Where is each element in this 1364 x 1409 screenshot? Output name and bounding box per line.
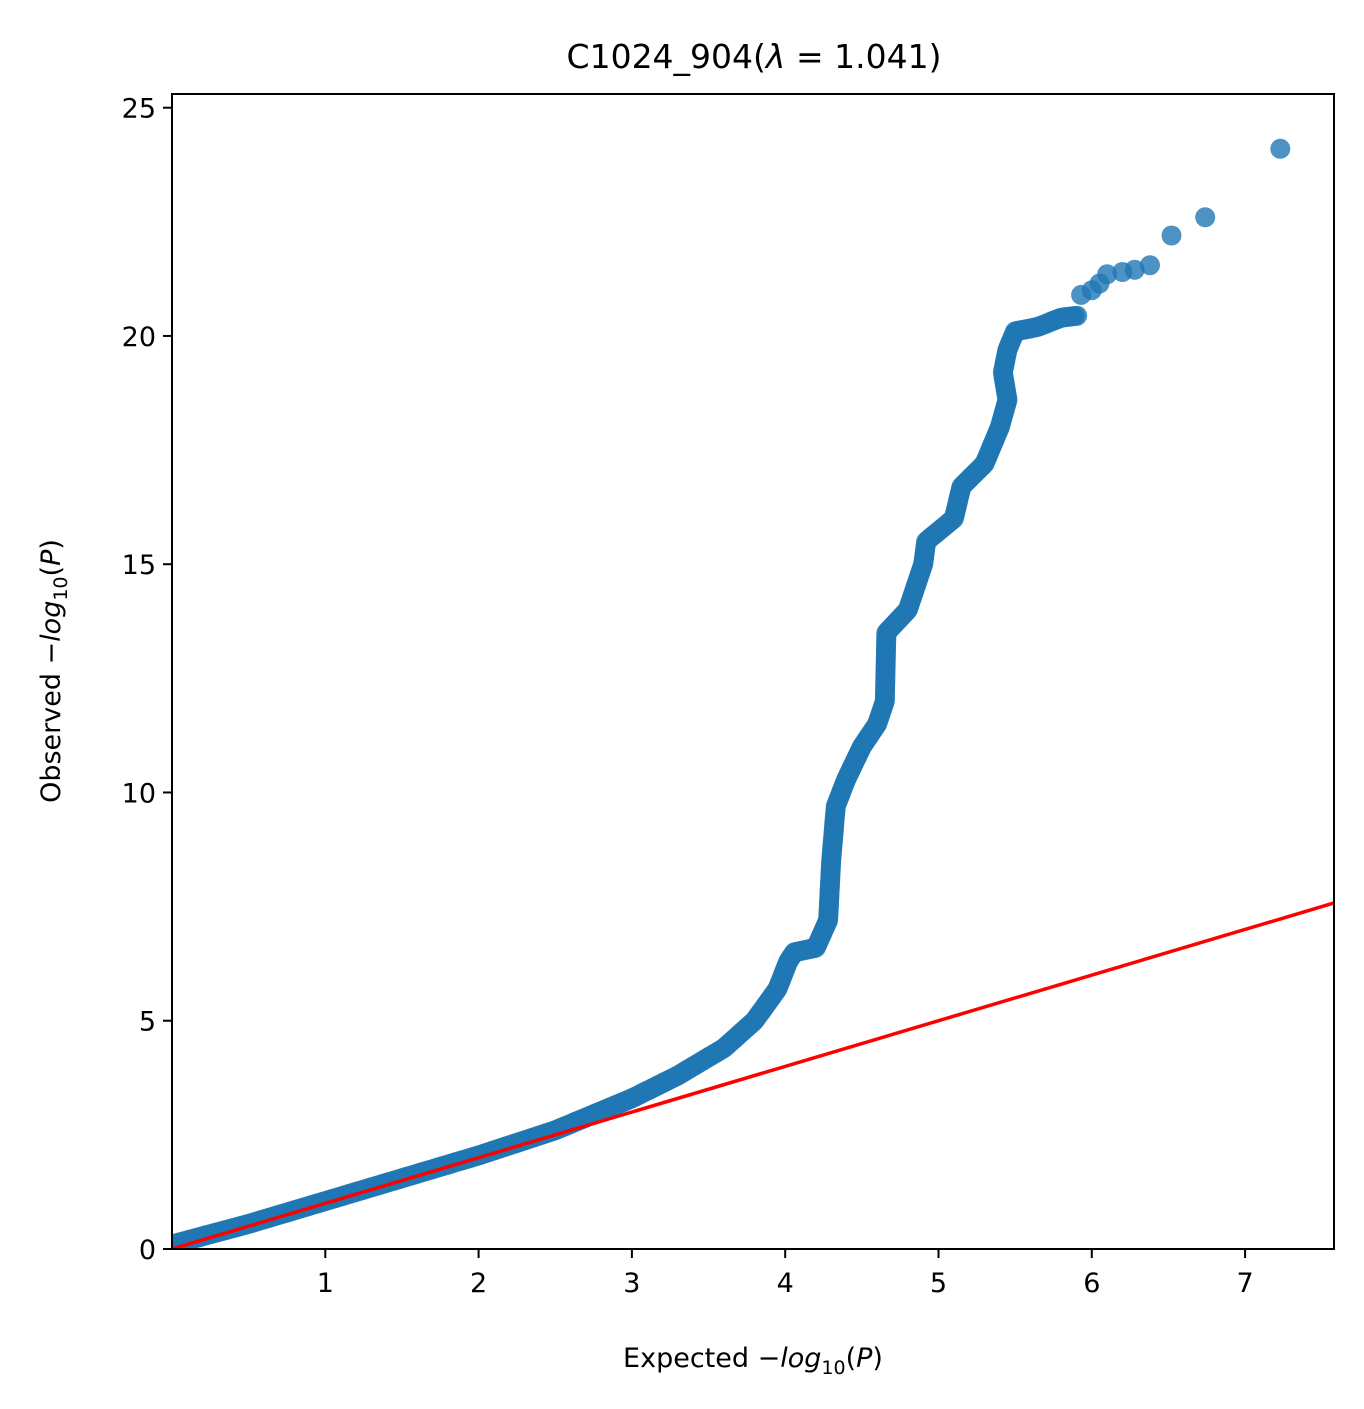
x-tick-label: 3 — [623, 1268, 640, 1299]
observed-point — [1067, 305, 1088, 326]
observed-point — [1097, 264, 1118, 285]
y-tick-label: 0 — [139, 1235, 156, 1266]
axes-frame — [171, 93, 1335, 1250]
x-tick-label: 2 — [470, 1268, 487, 1299]
reference-line — [172, 901, 1334, 1249]
y-tick-label: 5 — [139, 1007, 156, 1038]
y-axis-label: Observed −log10(P) — [36, 539, 72, 803]
x-tick-label: 5 — [930, 1268, 947, 1299]
observed-point — [1270, 138, 1291, 159]
x-tick-label: 7 — [1236, 1268, 1253, 1299]
y-tick-label: 25 — [122, 94, 156, 125]
chart-title: C1024_904(λ = 1.041) — [567, 37, 942, 76]
y-axis: 0 5 10 15 20 25 — [122, 94, 172, 1266]
y-tick-label: 15 — [122, 550, 156, 581]
x-axis: 1 2 3 4 5 6 7 — [317, 1249, 1254, 1299]
x-tick-label: 1 — [317, 1268, 334, 1299]
y-tick-label: 10 — [122, 778, 156, 809]
plot-area — [172, 138, 1334, 1249]
x-axis-label: Expected −log10(P) — [623, 1343, 883, 1379]
observed-point — [1140, 255, 1160, 276]
observed-point — [1124, 259, 1145, 280]
y-tick-label: 20 — [122, 322, 156, 353]
x-tick-label: 6 — [1083, 1268, 1100, 1299]
observed-point — [1161, 225, 1182, 246]
observed-point — [1195, 207, 1216, 228]
x-tick-label: 4 — [777, 1268, 794, 1299]
